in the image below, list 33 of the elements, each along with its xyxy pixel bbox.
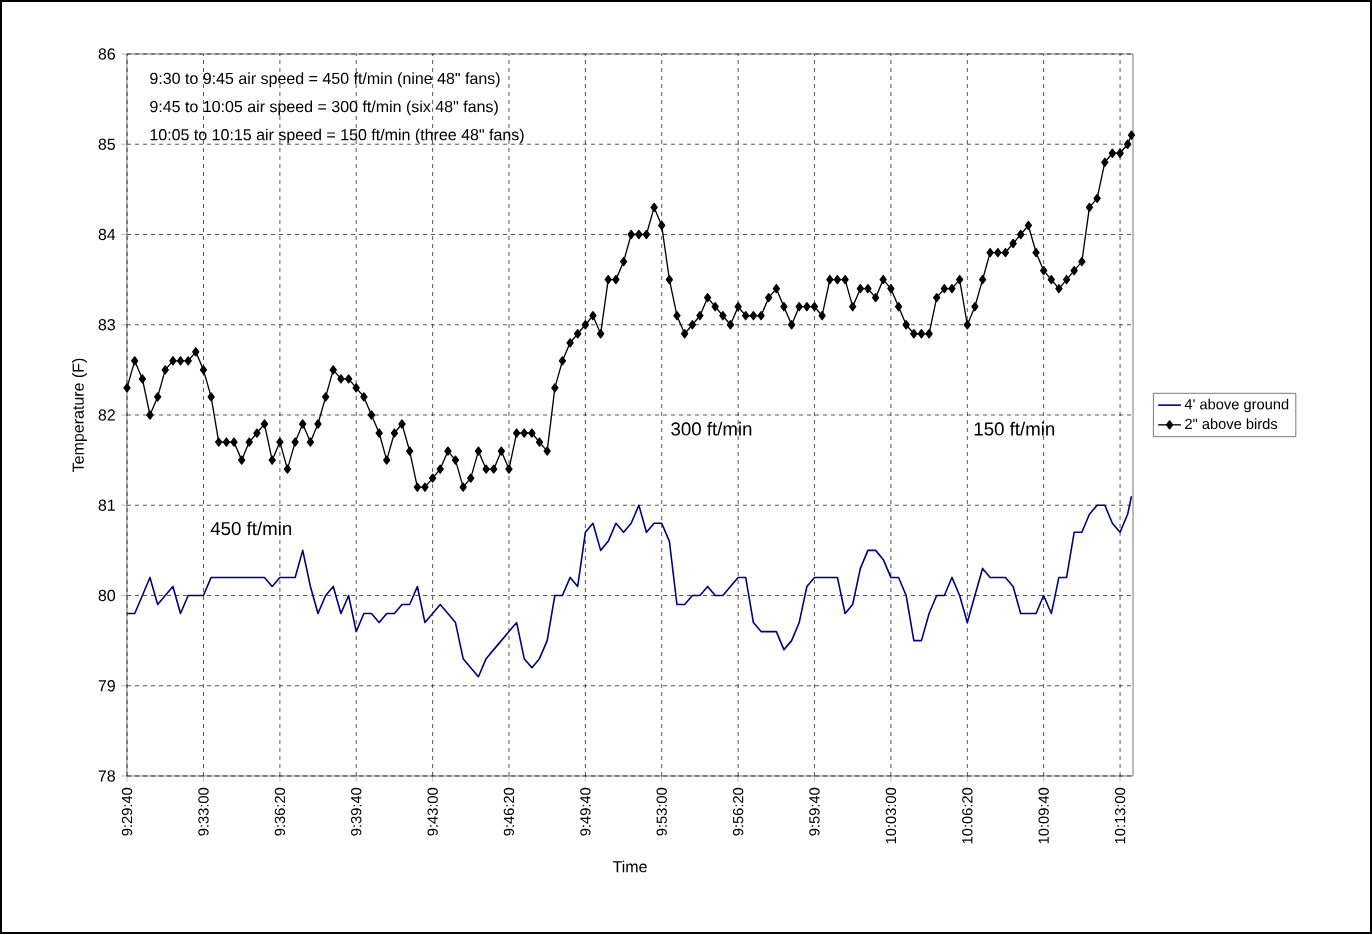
annotation: 300 ft/min — [671, 421, 752, 436]
x-tick-label: 9:59:40 — [809, 787, 820, 836]
annotation: 150 ft/min — [974, 421, 1055, 436]
legend-label: 2" above birds — [1185, 418, 1278, 430]
y-tick-label: 84 — [98, 228, 116, 241]
x-tick-label: 9:49:40 — [580, 787, 591, 836]
x-tick-label: 9:36:20 — [274, 787, 286, 836]
x-tick-label: 10:03:00 — [885, 787, 897, 844]
y-tick-label: 82 — [98, 409, 115, 421]
x-tick-label: 9:43:00 — [427, 787, 438, 836]
x-tick-label: 10:13:00 — [1114, 787, 1126, 844]
y-tick-label: 86 — [98, 48, 116, 60]
x-tick-label: 10:06:20 — [962, 787, 973, 844]
y-tick-label: 83 — [98, 319, 116, 331]
annotation: 10:05 to 10:15 air speed = 150 ft/min (three 48" fans) — [150, 128, 524, 144]
legend-label: 4' above ground — [1184, 398, 1289, 413]
annotation: 9:30 to 9:45 air speed = 450 ft/min (nine 48" fans) — [150, 72, 500, 88]
x-tick-label: 9:33:00 — [198, 787, 209, 836]
y-tick-label: 85 — [98, 138, 116, 150]
y-tick-label: 80 — [98, 589, 116, 602]
y-tick-label: 78 — [98, 770, 116, 782]
annotation: 450 ft/min — [210, 521, 292, 536]
x-tick-label: 10:09:40 — [1038, 787, 1049, 844]
y-tick-label: 81 — [98, 499, 115, 511]
x-tick-label: 9:29:40 — [121, 787, 133, 836]
x-tick-label: 9:53:00 — [656, 787, 667, 836]
x-tick-label: 9:39:40 — [351, 787, 362, 836]
y-tick-label: 79 — [98, 680, 115, 692]
x-tick-label: 9:46:20 — [503, 787, 515, 836]
x-tick-label: 9:56:20 — [732, 787, 744, 836]
y-axis-title: Temperature (F) — [72, 358, 87, 472]
x-axis-title: Time — [612, 860, 647, 873]
annotation: 9:45 to 10:05 air speed = 300 ft/min (six 48" fans) — [150, 100, 498, 116]
